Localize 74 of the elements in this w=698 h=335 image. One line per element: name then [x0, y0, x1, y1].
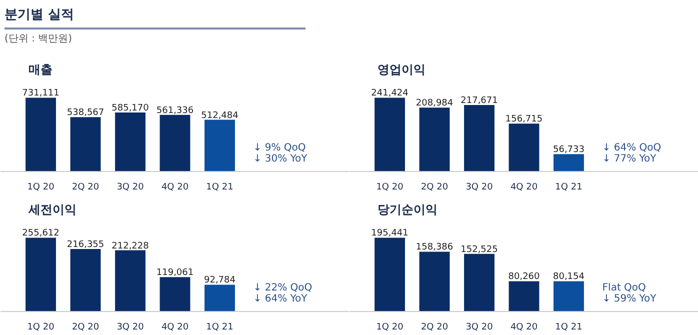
bar: [419, 108, 450, 172]
data-label: 212,228: [112, 241, 150, 252]
bar: [26, 238, 56, 312]
data-label: 156,715: [505, 114, 543, 125]
data-label: 512,484: [201, 110, 239, 121]
x-tick-label: 1Q 21: [555, 182, 582, 192]
text: ↓ 77% YoY: [602, 153, 658, 164]
text: ↓ 22% QoQ: [253, 282, 312, 294]
chart-title: 세전이익: [28, 202, 76, 216]
text: ↓ 59% YoY: [602, 293, 658, 304]
data-label: 731,111: [22, 88, 60, 99]
data-label: 208,984: [416, 98, 454, 109]
x-tick-label: 2Q 20: [72, 182, 100, 192]
x-tick-label: 1Q 21: [206, 182, 234, 192]
x-tick-label: 3Q 20: [116, 322, 144, 332]
x-tick-label: 4Q 20: [161, 322, 189, 332]
text: ↓ 64% QoQ: [602, 142, 662, 154]
x-tick-label: 1Q 20: [376, 182, 404, 192]
bar: [115, 112, 146, 172]
x-tick-label: 1Q 20: [27, 182, 55, 192]
bar: [508, 281, 540, 312]
bar: [160, 114, 190, 172]
x-tick-label: 1Q 20: [376, 322, 404, 332]
data-label: 561,336: [156, 106, 194, 116]
x-tick-label: 2Q 20: [420, 182, 448, 192]
bar: [374, 238, 405, 312]
text: ↓ 9% QoQ: [253, 142, 306, 154]
bar: [26, 98, 56, 172]
chart-title: 당기순이익: [378, 202, 438, 216]
data-label: 538,567: [66, 108, 104, 118]
data-label: 80,260: [508, 272, 540, 282]
data-label: 92,784: [204, 276, 236, 286]
x-tick-label: 2Q 20: [72, 322, 100, 332]
data-label: 217,671: [460, 96, 498, 106]
bar: [508, 124, 540, 172]
x-tick-label: 4Q 20: [510, 322, 538, 332]
data-label: 195,441: [371, 228, 408, 239]
data-label: 255,612: [22, 228, 60, 239]
data-label: 56,733: [553, 145, 584, 156]
bar: [70, 117, 101, 172]
text: 분기별 실적: [4, 8, 74, 22]
data-label: 119,061: [156, 268, 194, 278]
x-tick-label: 3Q 20: [466, 182, 494, 192]
bar: [160, 277, 190, 312]
x-tick-label: 3Q 20: [466, 322, 494, 332]
chart-title: 매출: [28, 62, 52, 76]
x-tick-label: 3Q 20: [116, 182, 144, 192]
bar: [374, 98, 405, 172]
data-label: 216,355: [66, 240, 104, 250]
bar: [70, 249, 101, 312]
x-tick-label: 2Q 20: [420, 322, 448, 332]
data-label: 585,170: [112, 103, 150, 114]
bar: [464, 104, 494, 172]
data-label: 80,154: [553, 272, 585, 282]
text: (단위 : 백만원): [4, 34, 72, 44]
bar: [419, 252, 450, 312]
bar: [554, 154, 584, 172]
data-label: 241,424: [371, 88, 409, 99]
x-tick-label: 4Q 20: [161, 182, 189, 192]
data-label: 152,525: [460, 244, 498, 255]
data-label: 158,386: [416, 242, 454, 253]
x-tick-label: 1Q 21: [555, 322, 582, 332]
x-tick-label: 1Q 21: [206, 322, 234, 332]
x-tick-label: 1Q 20: [27, 322, 55, 332]
text: ↓ 64% YoY: [253, 293, 308, 304]
bar: [554, 281, 584, 312]
bar: [115, 250, 146, 312]
chart-title: 영업이익: [378, 62, 426, 76]
bar: [464, 254, 494, 312]
bar: [204, 284, 235, 312]
text: ↓ 30% YoY: [253, 153, 308, 164]
text: Flat QoQ: [602, 282, 646, 294]
bar: [204, 120, 235, 172]
x-tick-label: 4Q 20: [510, 182, 538, 192]
